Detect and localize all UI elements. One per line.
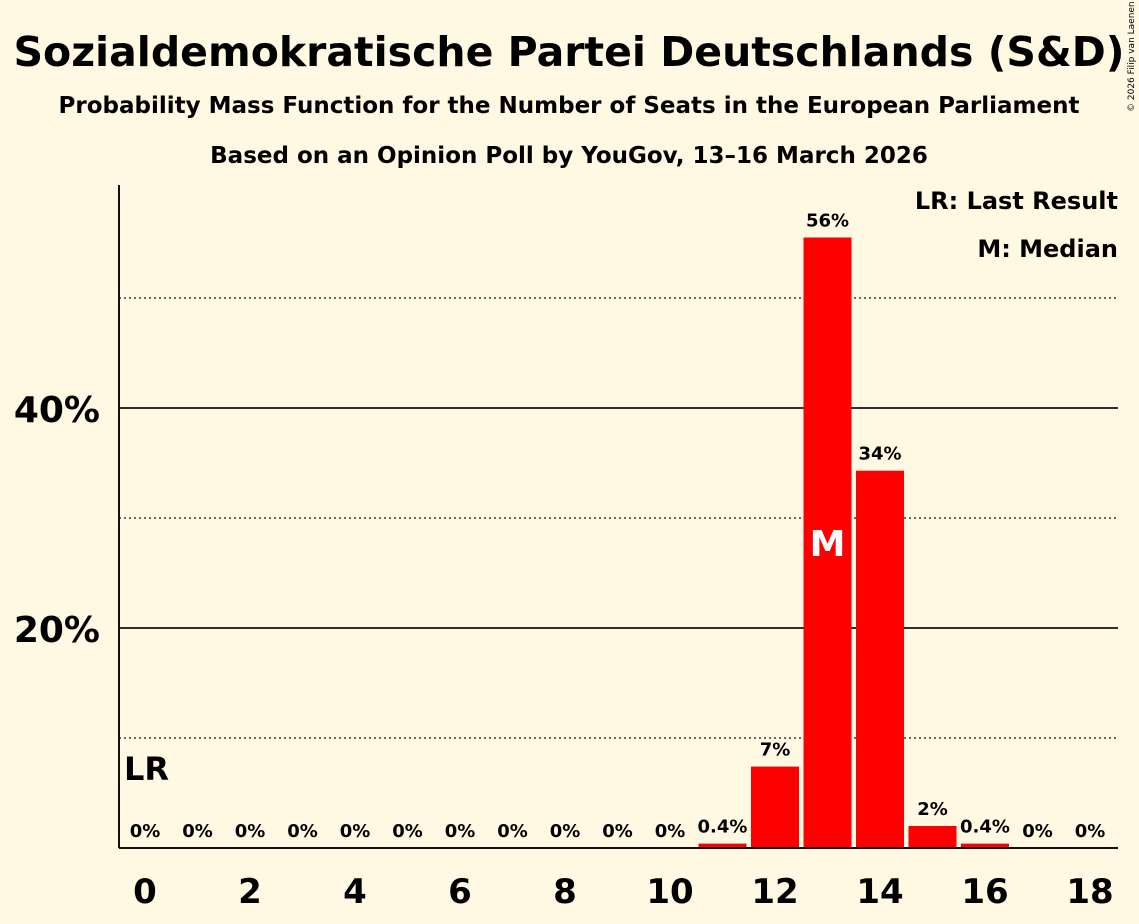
x-tick-label-14: 14	[856, 872, 903, 912]
data-label-seat-5: 0%	[392, 821, 423, 842]
bar-seat-14	[856, 470, 904, 848]
data-label-seat-14: 34%	[858, 444, 901, 465]
data-label-seat-13: 56%	[806, 211, 849, 232]
x-tick-label-6: 6	[448, 872, 472, 912]
chart-subtitle-source: Based on an Opinion Poll by YouGov, 13–1…	[210, 143, 928, 169]
data-label-seat-12: 7%	[760, 740, 791, 761]
bar-seat-11	[698, 843, 747, 848]
x-tick-label-16: 16	[961, 872, 1008, 912]
copyright-notice: © 2026 Filip van Laenen	[1127, 1, 1137, 112]
bar-seat-13	[803, 237, 852, 848]
data-label-seat-15: 2%	[917, 799, 948, 820]
data-label-seat-18: 0%	[1075, 821, 1106, 842]
data-label-seat-2: 0%	[235, 821, 266, 842]
y-tick-label-20: 20%	[14, 610, 100, 651]
grid-lines: 20% 40%	[14, 297, 1118, 739]
data-label-seat-17: 0%	[1022, 821, 1053, 842]
legend-last-result: LR: Last Result	[915, 187, 1118, 215]
x-tick-label-10: 10	[646, 872, 693, 912]
x-tick-label-18: 18	[1066, 872, 1113, 912]
bar-seat-15	[908, 826, 957, 848]
data-label-seat-4: 0%	[340, 821, 371, 842]
data-label-seat-7: 0%	[497, 821, 528, 842]
x-tick-label-4: 4	[343, 872, 367, 912]
x-tick-label-12: 12	[751, 872, 798, 912]
chart-subtitle: Probability Mass Function for the Number…	[59, 93, 1080, 119]
data-labels: 0% 0% 0% 0% 0% 0% 0% 0% 0% 0% 0% 0.4% 7% 56% 34% 2% 0.4%…	[130, 211, 1106, 843]
data-label-seat-10: 0%	[655, 821, 686, 842]
bar-seat-12	[751, 766, 799, 848]
data-label-seat-1: 0%	[182, 821, 213, 842]
data-label-seat-3: 0%	[287, 821, 318, 842]
data-label-seat-16: 0.4%	[960, 817, 1010, 838]
chart-title: Sozialdemokratische Partei Deutschlands …	[14, 28, 1125, 76]
data-label-seat-0: 0%	[130, 821, 161, 842]
x-tick-label-2: 2	[238, 872, 262, 912]
median-marker: M	[810, 524, 846, 565]
data-label-seat-8: 0%	[550, 821, 581, 842]
bar-seat-16	[961, 843, 1009, 848]
markers: M LR	[124, 524, 845, 788]
axes: 0 2 4 6 8 10 12 14 16 18	[118, 185, 1118, 912]
legend-median: M: Median	[977, 235, 1118, 263]
data-label-seat-9: 0%	[602, 821, 633, 842]
last-result-marker: LR	[124, 750, 169, 788]
x-tick-label-0: 0	[133, 872, 157, 912]
data-label-seat-11: 0.4%	[698, 817, 748, 838]
data-label-seat-6: 0%	[445, 821, 476, 842]
bars	[698, 237, 1009, 848]
y-tick-label-40: 40%	[14, 390, 100, 431]
x-tick-label-8: 8	[553, 872, 577, 912]
